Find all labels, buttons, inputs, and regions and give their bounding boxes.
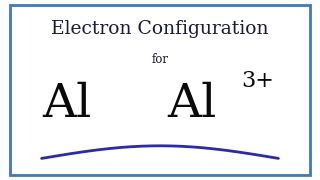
Text: Electron Configuration: Electron Configuration (51, 20, 269, 38)
Text: 3+: 3+ (242, 70, 275, 92)
Text: Al: Al (43, 82, 92, 127)
Text: for: for (151, 53, 169, 66)
Text: Al: Al (167, 82, 217, 127)
